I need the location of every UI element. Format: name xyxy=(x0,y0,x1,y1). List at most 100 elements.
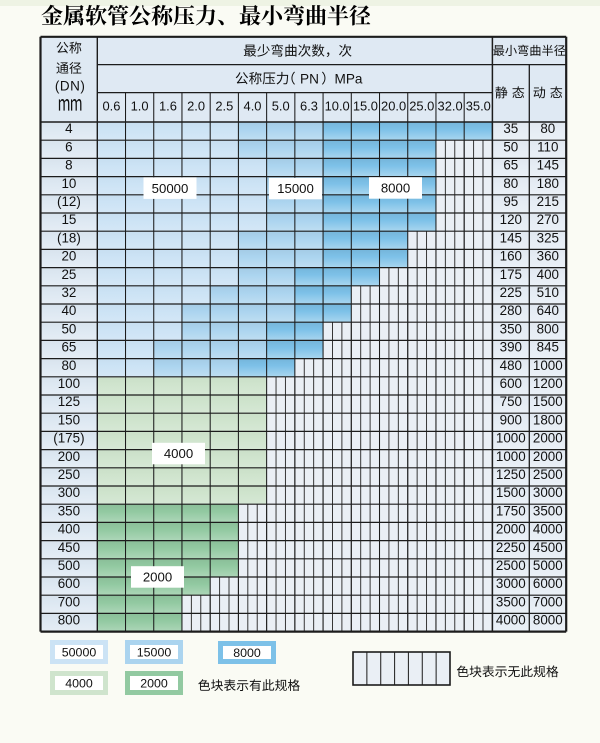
svg-text:10: 10 xyxy=(61,176,76,191)
svg-text:215: 215 xyxy=(537,194,559,209)
svg-text:6000: 6000 xyxy=(533,576,563,591)
svg-text:5.0: 5.0 xyxy=(272,98,290,113)
svg-text:20: 20 xyxy=(61,249,76,264)
svg-text:80: 80 xyxy=(61,358,76,373)
svg-text:280: 280 xyxy=(500,303,522,318)
svg-text:5000: 5000 xyxy=(533,558,563,573)
svg-text:15000: 15000 xyxy=(137,645,172,659)
svg-text:2000: 2000 xyxy=(143,570,172,585)
svg-text:1.6: 1.6 xyxy=(159,98,177,113)
svg-text:200: 200 xyxy=(58,449,80,464)
svg-text:4: 4 xyxy=(65,121,73,136)
svg-text:(12): (12) xyxy=(57,194,81,209)
svg-text:100: 100 xyxy=(58,376,80,391)
svg-text:8: 8 xyxy=(65,158,72,173)
svg-text:160: 160 xyxy=(500,249,522,264)
svg-text:50000: 50000 xyxy=(152,181,189,196)
svg-text:4000: 4000 xyxy=(65,676,93,690)
svg-text:1500: 1500 xyxy=(533,394,563,409)
svg-text:250: 250 xyxy=(58,467,80,482)
svg-text:600: 600 xyxy=(500,376,522,391)
svg-text:150: 150 xyxy=(58,412,80,427)
svg-text:400: 400 xyxy=(537,267,559,282)
svg-text:7000: 7000 xyxy=(533,594,563,609)
svg-text:20.0: 20.0 xyxy=(381,98,406,113)
svg-text:35: 35 xyxy=(503,121,518,136)
svg-text:1.0: 1.0 xyxy=(131,98,149,113)
svg-text:1250: 1250 xyxy=(496,467,526,482)
svg-text:325: 325 xyxy=(537,230,559,245)
svg-text:350: 350 xyxy=(58,503,80,518)
svg-text:4500: 4500 xyxy=(533,540,563,555)
svg-text:80: 80 xyxy=(540,121,555,136)
svg-text:2000: 2000 xyxy=(533,431,563,446)
svg-text:125: 125 xyxy=(58,394,80,409)
svg-text:15000: 15000 xyxy=(277,181,314,196)
svg-text:750: 750 xyxy=(500,394,522,409)
svg-text:25: 25 xyxy=(61,267,76,282)
svg-text:40: 40 xyxy=(61,303,76,318)
svg-text:15.0: 15.0 xyxy=(353,98,378,113)
svg-text:1750: 1750 xyxy=(496,503,526,518)
svg-text:2000: 2000 xyxy=(496,522,526,537)
svg-text:2250: 2250 xyxy=(496,540,526,555)
svg-text:1800: 1800 xyxy=(533,412,563,427)
svg-text:80: 80 xyxy=(503,176,518,191)
svg-text:2500: 2500 xyxy=(496,558,526,573)
svg-text:4.0: 4.0 xyxy=(244,98,262,113)
svg-text:2500: 2500 xyxy=(533,467,563,482)
svg-text:95: 95 xyxy=(503,194,518,209)
svg-text:1200: 1200 xyxy=(533,376,563,391)
svg-text:800: 800 xyxy=(537,321,559,336)
svg-text:480: 480 xyxy=(500,358,522,373)
svg-text:450: 450 xyxy=(58,540,80,555)
svg-text:PN: PN xyxy=(300,71,319,86)
svg-text:270: 270 xyxy=(537,212,559,227)
svg-text:600: 600 xyxy=(58,576,80,591)
svg-text:900: 900 xyxy=(500,412,522,427)
svg-text:1000: 1000 xyxy=(496,449,526,464)
svg-text:175: 175 xyxy=(500,267,522,282)
svg-text:800: 800 xyxy=(58,613,80,628)
svg-text:4000: 4000 xyxy=(533,522,563,537)
svg-text:845: 845 xyxy=(537,340,559,355)
svg-text:65: 65 xyxy=(503,158,518,173)
svg-text:145: 145 xyxy=(537,158,559,173)
svg-text:300: 300 xyxy=(58,485,80,500)
svg-text:225: 225 xyxy=(500,285,522,300)
svg-text:1500: 1500 xyxy=(496,485,526,500)
svg-text:400: 400 xyxy=(58,522,80,537)
svg-text:8000: 8000 xyxy=(233,646,261,660)
svg-text:4000: 4000 xyxy=(496,613,526,628)
svg-text:6.3: 6.3 xyxy=(300,98,318,113)
svg-text:2.0: 2.0 xyxy=(187,98,205,113)
svg-text:50: 50 xyxy=(61,321,76,336)
svg-text:3000: 3000 xyxy=(496,576,526,591)
svg-text:700: 700 xyxy=(58,594,80,609)
svg-text:2.5: 2.5 xyxy=(215,98,233,113)
svg-text:2000: 2000 xyxy=(140,676,168,690)
svg-text:32: 32 xyxy=(61,285,76,300)
svg-text:390: 390 xyxy=(500,340,522,355)
svg-text:10.0: 10.0 xyxy=(325,98,350,113)
svg-text:510: 510 xyxy=(537,285,559,300)
svg-text:32.0: 32.0 xyxy=(438,98,463,113)
svg-text:25.0: 25.0 xyxy=(409,98,434,113)
svg-text:3000: 3000 xyxy=(533,485,563,500)
svg-text:(18): (18) xyxy=(57,230,81,245)
svg-text:4000: 4000 xyxy=(164,446,193,461)
svg-text:(DN): (DN) xyxy=(55,79,86,94)
svg-text:3500: 3500 xyxy=(533,503,563,518)
svg-text:180: 180 xyxy=(537,176,559,191)
svg-text:MPa: MPa xyxy=(335,71,363,86)
svg-text:360: 360 xyxy=(537,249,559,264)
svg-text:0.6: 0.6 xyxy=(102,98,120,113)
svg-text:65: 65 xyxy=(61,340,76,355)
svg-text:(175): (175) xyxy=(53,431,84,446)
svg-text:6: 6 xyxy=(65,139,72,154)
svg-text:50000: 50000 xyxy=(62,645,97,659)
svg-text:50: 50 xyxy=(503,139,518,154)
svg-text:35.0: 35.0 xyxy=(466,98,491,113)
svg-text:1000: 1000 xyxy=(533,358,563,373)
svg-text:15: 15 xyxy=(61,212,76,227)
